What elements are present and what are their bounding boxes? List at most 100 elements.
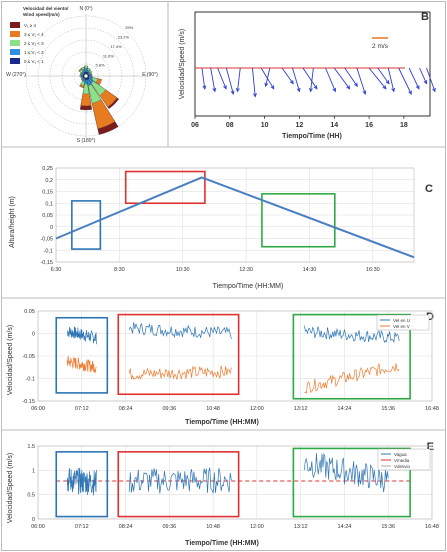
x-tick-label: 07:12 (75, 524, 89, 530)
highlight-box (117, 451, 240, 518)
vector-arrowhead (202, 85, 207, 90)
vector-arrowhead (230, 90, 235, 95)
y-tick-label: -0.15 (22, 399, 35, 405)
series (66, 452, 389, 496)
ring-label: 5.8% (95, 63, 105, 68)
ticks: 1.5 1 0.5 006:00 07:12 08:24 09:36 10:48 12:00 13… (27, 444, 439, 530)
vector-arrow (201, 67, 206, 89)
x-tick-label: 09:36 (162, 524, 176, 530)
x-tick-label: 14:30 (303, 267, 317, 273)
rose-center (83, 73, 89, 79)
vector-arrowhead (235, 87, 240, 93)
legend-label: Vel en U (393, 318, 410, 323)
x-tick-label: 14:24 (338, 406, 352, 412)
vector-arrowhead (382, 85, 387, 90)
vector-arrows (201, 67, 436, 98)
y-tick-label: 0,2 (45, 178, 53, 184)
series-line (128, 322, 232, 339)
x-tick-label: 14 (330, 122, 338, 129)
x-tick-label: 6:30 (51, 267, 62, 273)
x-tick-label: 15:36 (381, 406, 395, 412)
y-tick-label: 0,05 (42, 213, 53, 219)
vector-arrow (310, 67, 314, 92)
y-axis-label: Velocidad/Speed (m/s) (7, 453, 14, 523)
x-tick-label: 08 (226, 122, 234, 129)
panel-letter-b: B (421, 11, 429, 23)
rose-legend: V₁ ≥ 4 3 ≤ V₁ < 4 2 ≤ V₁ < 3 1 ≤ V₁ < 2 0 ≤ … (10, 22, 44, 64)
vector-arrowhead (313, 85, 318, 90)
vector-arrowhead (289, 80, 294, 85)
y-tick-label: 1.5 (27, 444, 35, 450)
x-tick-label: 06 (191, 122, 199, 129)
x-tick-label: 16:48 (425, 524, 439, 530)
x-tick-label: 15:36 (381, 524, 395, 530)
legend-label: Vagua (394, 452, 407, 457)
series-line (303, 325, 400, 344)
highlight-boxes (55, 313, 411, 400)
legend-swatch (10, 49, 20, 55)
x-tick-label: 10 (261, 122, 269, 129)
panel-letter-c: C (425, 183, 433, 195)
vector-arrowhead (264, 82, 269, 88)
vector-arrow (210, 67, 216, 92)
series-line (128, 365, 232, 381)
y-tick-label: 0.05 (24, 309, 35, 315)
x-tick-label: 10:48 (206, 406, 220, 412)
vector-arrow (251, 67, 256, 97)
vector-arrowhead (270, 85, 275, 90)
y-tick-label: 0 (32, 517, 35, 523)
legend-label: 0 ≤ V₁ < 1 (24, 59, 44, 64)
panel-b-vectors: B 2 m/s 06 08 10 12 14 16 18 Tiempo/Time (HH) … (179, 11, 436, 140)
vector-arrowhead (309, 87, 313, 93)
vector-arrow (217, 67, 227, 89)
series-line (66, 326, 97, 345)
vector-arrow (398, 67, 412, 95)
y-tick-label: 0.5 (27, 493, 35, 499)
legend-label: Vdesvio (394, 464, 411, 469)
panel-a-windrose: N (0°) E (90°) S (180°) W (270°) 29% 23.2… (6, 6, 158, 144)
series (66, 322, 400, 394)
highlight-box (55, 451, 109, 518)
x-tick-label: 06:00 (31, 524, 45, 530)
y-axis-label: Altura/height (m) (9, 196, 16, 248)
panel-e-speed: E 1.5 1 0.5 006:00 07:12 08:24 09:36 10:48 12:00… (7, 441, 439, 547)
vector-arrowhead (415, 85, 420, 90)
scale-label: 2 m/s (372, 43, 389, 50)
y-axis-label: Velocidad/Speed (m/s) (179, 29, 186, 99)
vector-arrow (377, 67, 390, 84)
legend-swatch (10, 31, 20, 37)
vector-arrowhead (223, 85, 227, 90)
x-tick-label: 12:00 (250, 524, 264, 530)
vector-arrowhead (332, 87, 336, 93)
series-line (66, 355, 97, 373)
highlight-boxes (55, 447, 411, 518)
vector-arrowhead (408, 90, 412, 95)
legend-swatch (10, 40, 20, 46)
x-tick-label: 16:48 (425, 406, 439, 412)
vector-arrowhead (423, 80, 428, 85)
plot-frame (55, 167, 415, 263)
y-tick-label: 1 (32, 468, 35, 474)
vector-arrowhead (391, 87, 396, 93)
y-tick-label: 0,15 (42, 190, 53, 196)
series-line (128, 467, 232, 494)
x-tick-label: 09:36 (162, 406, 176, 412)
ticks: 0,25 0,2 0,15 0,1 0,05 0 -0,05 -0,1 -0,156:30 8:3… (40, 166, 379, 273)
vector-arrowhead (432, 87, 436, 93)
rose-petals (78, 65, 119, 135)
dir-north: N (0°) (79, 6, 92, 12)
y-tick-label: -0,05 (40, 237, 53, 243)
x-tick-label: 8:30 (114, 267, 125, 273)
vector-arrow (356, 67, 366, 95)
vector-arrowhead (212, 87, 217, 93)
highlight-box (117, 313, 240, 396)
vector-arrow (302, 67, 318, 90)
y-tick-label: -0.1 (26, 377, 35, 383)
rose-petal (82, 75, 90, 95)
vector-arrow (281, 67, 294, 84)
